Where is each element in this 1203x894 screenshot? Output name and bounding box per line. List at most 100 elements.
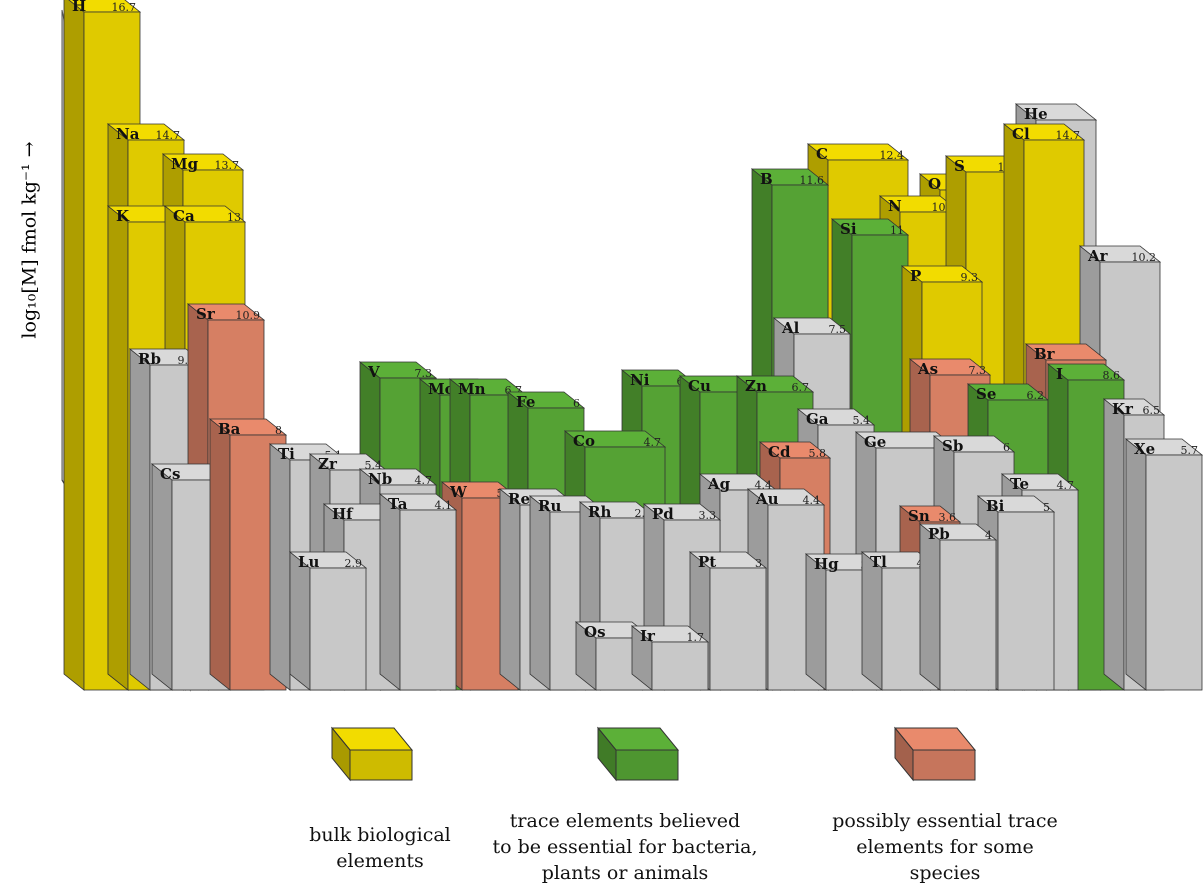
element-value: 4 [985,529,992,542]
element-symbol: Sr [196,305,216,323]
element-value: 5 [1043,501,1050,514]
bar-pb: Pb 4 [918,523,998,691]
legend-swatch-bulk [330,726,414,782]
element-value: 6.5 [1143,404,1161,417]
element-value: 6 [1003,441,1010,454]
element-symbol: Cd [768,443,791,461]
element-symbol: P [910,267,921,285]
element-symbol: Se [976,385,996,403]
bar-ta: Ta 4.1 [378,493,458,691]
element-symbol: H [72,0,86,15]
element-value: 5.8 [809,447,827,460]
element-symbol: Hf [332,505,354,523]
element-symbol: Cs [160,465,180,483]
element-symbol: Re [508,490,530,508]
element-value: 5.7 [1181,444,1199,457]
element-symbol: C [816,145,828,163]
element-symbol: Kr [1112,400,1134,418]
element-value: 13.7 [215,159,240,172]
element-symbol: Pt [698,553,716,571]
element-symbol: Ta [388,495,408,513]
element-symbol: N [888,197,902,215]
element-symbol: Br [1034,345,1056,363]
element-symbol: Nb [368,470,392,488]
element-symbol: Te [1010,475,1029,493]
element-symbol: Ni [630,371,650,389]
legend-text-trace: trace elements believed to be essential f… [492,810,758,884]
element-value: 11.6 [800,174,825,187]
element-symbol: V [367,363,380,381]
element-value: 10.2 [1132,251,1157,264]
element-value: 1.7 [687,631,705,644]
element-symbol: Ar [1087,247,1109,265]
element-value: 16.7 [112,1,137,14]
legend-swatch-trace [596,726,680,782]
element-symbol: He [1024,105,1048,123]
element-value: 12.4 [880,149,905,162]
element-value: 9.3 [961,271,979,284]
bar-lu: Lu 2.9 [288,551,368,691]
element-symbol: Mn [458,380,486,398]
element-symbol: Tl [870,553,887,571]
element-value: 2.9 [345,557,363,570]
element-symbol: Fe [516,393,535,411]
element-symbol: As [917,360,938,378]
element-value: 11 [890,224,904,237]
element-value: 5.4 [853,414,871,427]
element-symbol: Cu [688,377,711,395]
element-symbol: Ga [806,410,829,428]
element-value: 13 [227,211,241,224]
element-symbol: Sb [942,437,963,455]
element-symbol: Sn [908,507,930,525]
element-symbol: Si [840,220,857,238]
element-symbol: Xe [1134,440,1155,458]
element-symbol: Zr [318,455,338,473]
element-symbol: Ca [173,207,195,225]
element-symbol: Co [573,432,595,450]
element-value: 7.5 [829,323,847,336]
element-value: 3.6 [939,511,957,524]
legend-swatch-possible [893,726,977,782]
element-symbol: Ti [278,445,295,463]
legend-text-bulk: bulk biological elements [309,824,451,872]
element-symbol: Ba [218,420,241,438]
element-value: 6.7 [792,381,810,394]
bar-xe: Xe 5.7 [1124,438,1203,691]
element-symbol: Hg [814,555,839,573]
element-symbol: Al [781,319,800,337]
element-value: 7.3 [415,367,433,380]
element-value: 4.7 [1057,479,1075,492]
element-symbol: I [1056,365,1063,383]
element-symbol: Mg [171,155,199,173]
element-symbol: B [760,170,773,188]
element-symbol: Mo [428,380,455,398]
element-symbol: Bi [986,497,1005,515]
element-symbol: Ru [538,497,561,515]
legend-text-possible: possibly essential trace elements for som… [832,810,1058,884]
element-symbol: Cl [1012,125,1030,143]
element-value: 4.1 [435,499,453,512]
element-symbol: Au [755,490,779,508]
element-value: 14.7 [1056,129,1081,142]
element-value: 4.7 [644,436,662,449]
y-axis-label-text: log₁₀[M] fmol kg⁻¹ → [19,141,41,339]
element-symbol: K [116,207,130,225]
element-value: 3.3 [699,509,717,522]
element-symbol: Os [584,623,606,641]
element-value: 8.6 [1103,369,1121,382]
element-value: 6.2 [1027,389,1045,402]
element-symbol: Rb [138,350,161,368]
element-symbol: Zn [745,377,767,395]
element-symbol: Na [116,125,140,143]
element-value: 8 [275,424,282,437]
element-value: 4.7 [415,474,433,487]
element-symbol: O [928,175,941,193]
element-value: 10.9 [236,309,261,322]
element-value: 3 [755,557,762,570]
element-symbol: Rh [588,503,611,521]
bar-ir: Ir 1.7 [630,625,710,691]
element-symbol: W [449,483,468,501]
element-value: 14.7 [156,129,181,142]
element-symbol: Ir [640,627,656,645]
